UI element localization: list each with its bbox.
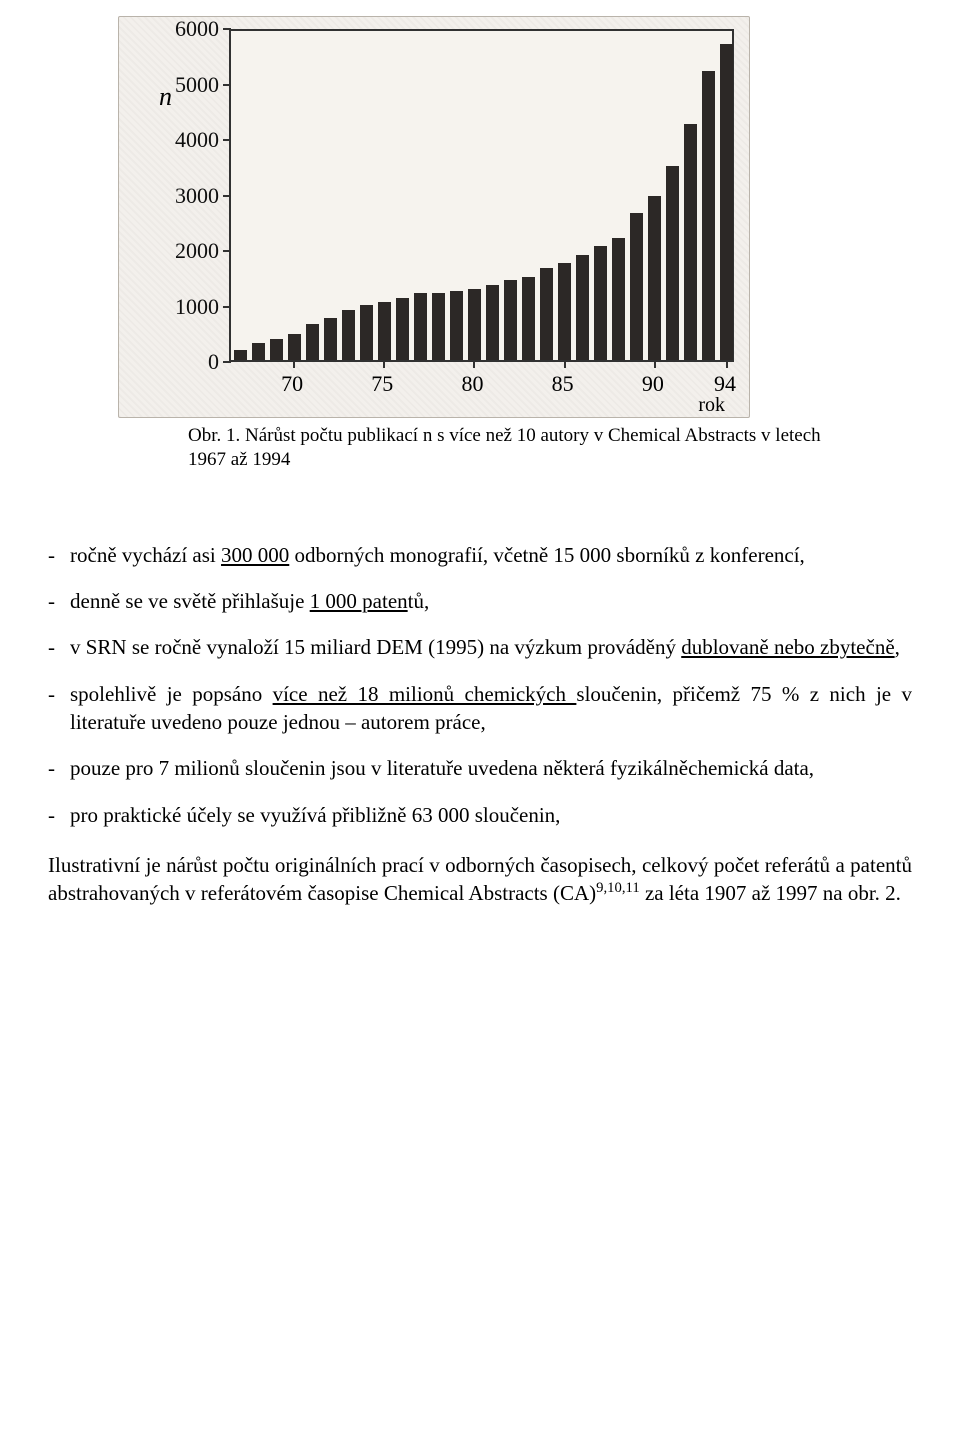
caption-lead: Obr. 1. [188, 425, 240, 446]
bullet-post: tů, [408, 589, 430, 613]
bullet-pre: pouze pro 7 milionů sloučenin jsou v lit… [70, 756, 814, 780]
bullet-item: ročně vychází asi 300 000 odborných mono… [48, 541, 912, 569]
x-tick-label: 94 [714, 369, 736, 399]
bar [558, 263, 571, 360]
closing-paragraph: Ilustrativní je nárůst počtu originálníc… [48, 851, 912, 908]
x-tick [473, 360, 475, 368]
bar [252, 343, 265, 360]
bullet-pre: ročně vychází asi [70, 543, 221, 567]
bullet-underline: více než 18 milionů chemických [273, 682, 577, 706]
bar [324, 318, 337, 360]
para-superscript: 9,10,11 [596, 880, 640, 896]
bullet-post: , [895, 635, 900, 659]
bar [702, 71, 715, 360]
bar [648, 196, 661, 360]
bullet-pre: pro praktické účely se využívá přibližně… [70, 803, 560, 827]
x-tick [654, 360, 656, 368]
bullet-item: pouze pro 7 milionů sloučenin jsou v lit… [48, 754, 912, 782]
x-tick-label: 75 [371, 369, 393, 399]
bar [540, 268, 553, 360]
bar [612, 238, 625, 360]
bullet-item: denně se ve světě přihlašuje 1 000 paten… [48, 587, 912, 615]
bar [522, 277, 535, 360]
bullet-pre: v SRN se ročně vynaloží 15 miliard DEM (… [70, 635, 681, 659]
bar [270, 339, 283, 360]
plot-area [229, 29, 734, 362]
y-tick-label: 2000 [175, 236, 219, 266]
bar [360, 305, 373, 361]
figure-caption: Obr. 1. Nárůst počtu publikací n s více … [188, 424, 828, 473]
chart-panel: n rok 0100020003000400050006000707580859… [118, 16, 750, 418]
bar [396, 298, 409, 360]
y-tick-label: 3000 [175, 181, 219, 211]
bullet-underline: dublovaně nebo zbytečně [681, 635, 894, 659]
bullet-pre: denně se ve světě přihlašuje [70, 589, 310, 613]
y-tick-label: 6000 [175, 14, 219, 44]
bullet-item: v SRN se ročně vynaloží 15 miliard DEM (… [48, 633, 912, 661]
bar [666, 166, 679, 360]
bullet-pre: spolehlivě je popsáno [70, 682, 273, 706]
x-tick-label: 70 [281, 369, 303, 399]
bar [504, 280, 517, 360]
bullet-post: odborných monografií, včetně 15 000 sbor… [289, 543, 805, 567]
bar [450, 291, 463, 360]
x-tick-label: 85 [552, 369, 574, 399]
bullet-item: spolehlivě je popsáno více než 18 milion… [48, 680, 912, 737]
y-tick-label: 0 [208, 347, 219, 377]
bar [414, 293, 427, 360]
bar [684, 124, 697, 360]
bullet-underline: 300 000 [221, 543, 289, 567]
x-tick [383, 360, 385, 368]
y-tick-label: 5000 [175, 70, 219, 100]
bullet-item: pro praktické účely se využívá přibližně… [48, 801, 912, 829]
x-tick [564, 360, 566, 368]
bar [342, 310, 355, 360]
x-tick-label: 90 [642, 369, 664, 399]
bullet-underline: 1 000 paten [310, 589, 408, 613]
bar [720, 44, 733, 360]
figure-1: n rok 0100020003000400050006000707580859… [118, 16, 912, 473]
bar [234, 350, 247, 360]
bar [630, 213, 643, 360]
bar [594, 246, 607, 360]
bar [432, 293, 445, 360]
bar [468, 289, 481, 360]
bar [486, 285, 499, 360]
x-tick-label: 80 [461, 369, 483, 399]
bullet-list: ročně vychází asi 300 000 odborných mono… [48, 541, 912, 829]
y-tick-label: 4000 [175, 125, 219, 155]
bar [306, 324, 319, 360]
para-post: za léta 1907 až 1997 na obr. 2. [640, 881, 901, 905]
x-tick [726, 360, 728, 368]
bar [288, 334, 301, 360]
bar [378, 302, 391, 360]
y-axis-title: n [159, 79, 172, 114]
caption-text: Nárůst počtu publikací n s více než 10 a… [188, 425, 821, 470]
y-tick-label: 1000 [175, 292, 219, 322]
bar [576, 255, 589, 360]
x-tick [293, 360, 295, 368]
